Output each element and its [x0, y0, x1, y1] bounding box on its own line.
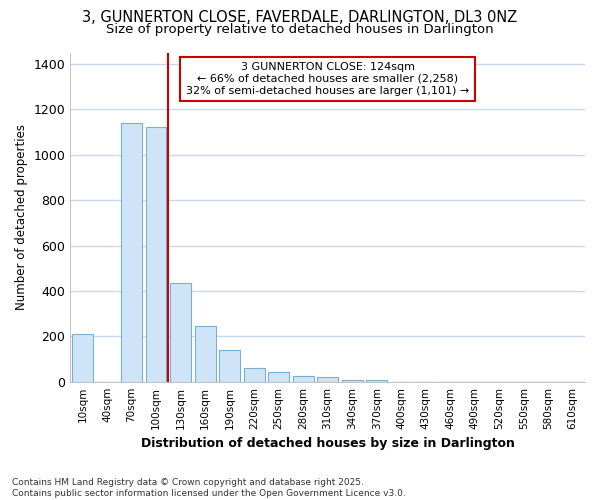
Y-axis label: Number of detached properties: Number of detached properties [15, 124, 28, 310]
Text: Size of property relative to detached houses in Darlington: Size of property relative to detached ho… [106, 22, 494, 36]
Text: Contains HM Land Registry data © Crown copyright and database right 2025.
Contai: Contains HM Land Registry data © Crown c… [12, 478, 406, 498]
Text: 3 GUNNERTON CLOSE: 124sqm
← 66% of detached houses are smaller (2,258)
32% of se: 3 GUNNERTON CLOSE: 124sqm ← 66% of detac… [186, 62, 469, 96]
Text: 3, GUNNERTON CLOSE, FAVERDALE, DARLINGTON, DL3 0NZ: 3, GUNNERTON CLOSE, FAVERDALE, DARLINGTO… [82, 10, 518, 25]
Bar [244, 368, 265, 382]
Bar [366, 380, 387, 382]
Bar [219, 350, 240, 382]
Bar [317, 378, 338, 382]
Bar [268, 372, 289, 382]
Bar [121, 123, 142, 382]
Bar [170, 283, 191, 382]
Bar [146, 128, 166, 382]
Bar [342, 380, 362, 382]
Bar [194, 326, 215, 382]
X-axis label: Distribution of detached houses by size in Darlington: Distribution of detached houses by size … [141, 437, 515, 450]
Bar [72, 334, 93, 382]
Bar [293, 376, 314, 382]
